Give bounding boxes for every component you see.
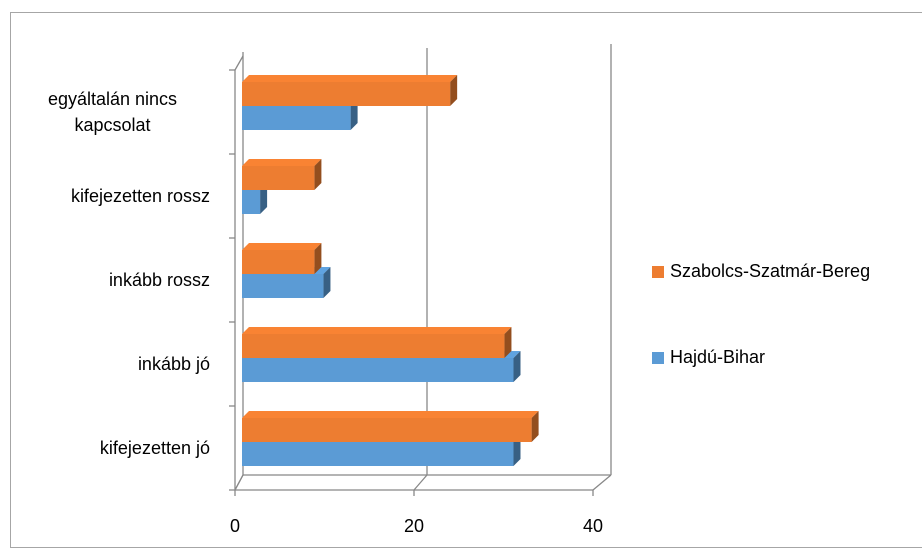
- bar-front: [242, 442, 514, 466]
- bar-front: [242, 250, 315, 274]
- chart-frame: [10, 12, 922, 548]
- bar-side: [260, 183, 268, 214]
- bar: [242, 75, 458, 106]
- bar-side: [504, 327, 512, 358]
- bar: [242, 327, 512, 358]
- bar-side: [531, 411, 539, 442]
- bar-front: [242, 274, 324, 298]
- grid-line: [413, 474, 428, 491]
- category-text: kifejezetten jó: [99, 438, 210, 458]
- bar-front: [242, 358, 514, 382]
- bar-side: [450, 75, 458, 106]
- bar-side: [513, 435, 521, 466]
- bar-top: [242, 75, 458, 82]
- bar-front: [242, 106, 351, 130]
- y-tick-label: egyáltalán nincs kapcsolat: [0, 72, 210, 152]
- category-text: kifejezetten rossz: [70, 186, 210, 206]
- x-tick-label: 20: [404, 516, 424, 536]
- x-tick-label: 0: [230, 516, 240, 536]
- category-text: egyáltalán nincs kapcsolat: [47, 89, 178, 135]
- bar-front: [242, 166, 315, 190]
- bar-side: [314, 159, 322, 190]
- bar-side: [350, 99, 358, 130]
- bar-front: [242, 334, 505, 358]
- x-tick-label: 40: [583, 516, 603, 536]
- bar-top: [242, 243, 322, 250]
- grid-line: [234, 474, 244, 491]
- bar-front: [242, 190, 261, 214]
- category-text: inkább jó: [137, 354, 210, 374]
- bar-top: [242, 327, 512, 334]
- legend-label: Hajdú-Bihar: [670, 347, 765, 367]
- bar-side: [314, 243, 322, 274]
- bar-top: [242, 159, 322, 166]
- bar-side: [513, 351, 521, 382]
- y-tick-label: kifejezetten jó: [0, 408, 210, 488]
- wall-edge: [234, 55, 244, 71]
- legend-swatch: [652, 266, 664, 278]
- bar: [242, 243, 322, 274]
- bar-front: [242, 82, 451, 106]
- grid-line: [592, 474, 612, 491]
- legend-swatch: [652, 352, 664, 364]
- y-tick-label: inkább jó: [0, 324, 210, 404]
- legend-label: Szabolcs-Szatmár-Bereg: [670, 261, 870, 281]
- y-tick-label: inkább rossz: [0, 240, 210, 320]
- bar-side: [323, 267, 331, 298]
- category-text: inkább rossz: [108, 270, 210, 290]
- bar: [242, 159, 322, 190]
- bar-front: [242, 418, 532, 442]
- bar-top: [242, 411, 539, 418]
- bar: [242, 411, 539, 442]
- y-tick-label: kifejezetten rossz: [0, 156, 210, 236]
